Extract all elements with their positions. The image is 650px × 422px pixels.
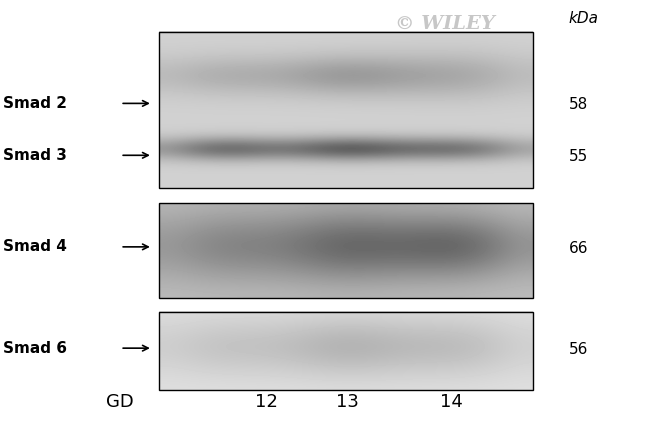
Text: 56: 56 [569,342,588,357]
Text: 13: 13 [336,393,359,411]
Bar [159,203,533,298]
Text: 58: 58 [569,97,588,112]
Text: © WILEY: © WILEY [395,15,495,33]
Text: Smad 2: Smad 2 [3,96,67,111]
Text: 55: 55 [569,149,588,164]
Text: Smad 4: Smad 4 [3,239,67,254]
Text: 14: 14 [440,393,463,411]
Text: kDa: kDa [569,11,599,26]
Bar [159,32,533,188]
Text: Smad 3: Smad 3 [3,148,67,163]
Text: 66: 66 [569,241,588,256]
Text: Smad 6: Smad 6 [3,341,67,356]
Text: 12: 12 [255,393,278,411]
Bar [159,312,533,390]
Text: GD: GD [107,393,134,411]
